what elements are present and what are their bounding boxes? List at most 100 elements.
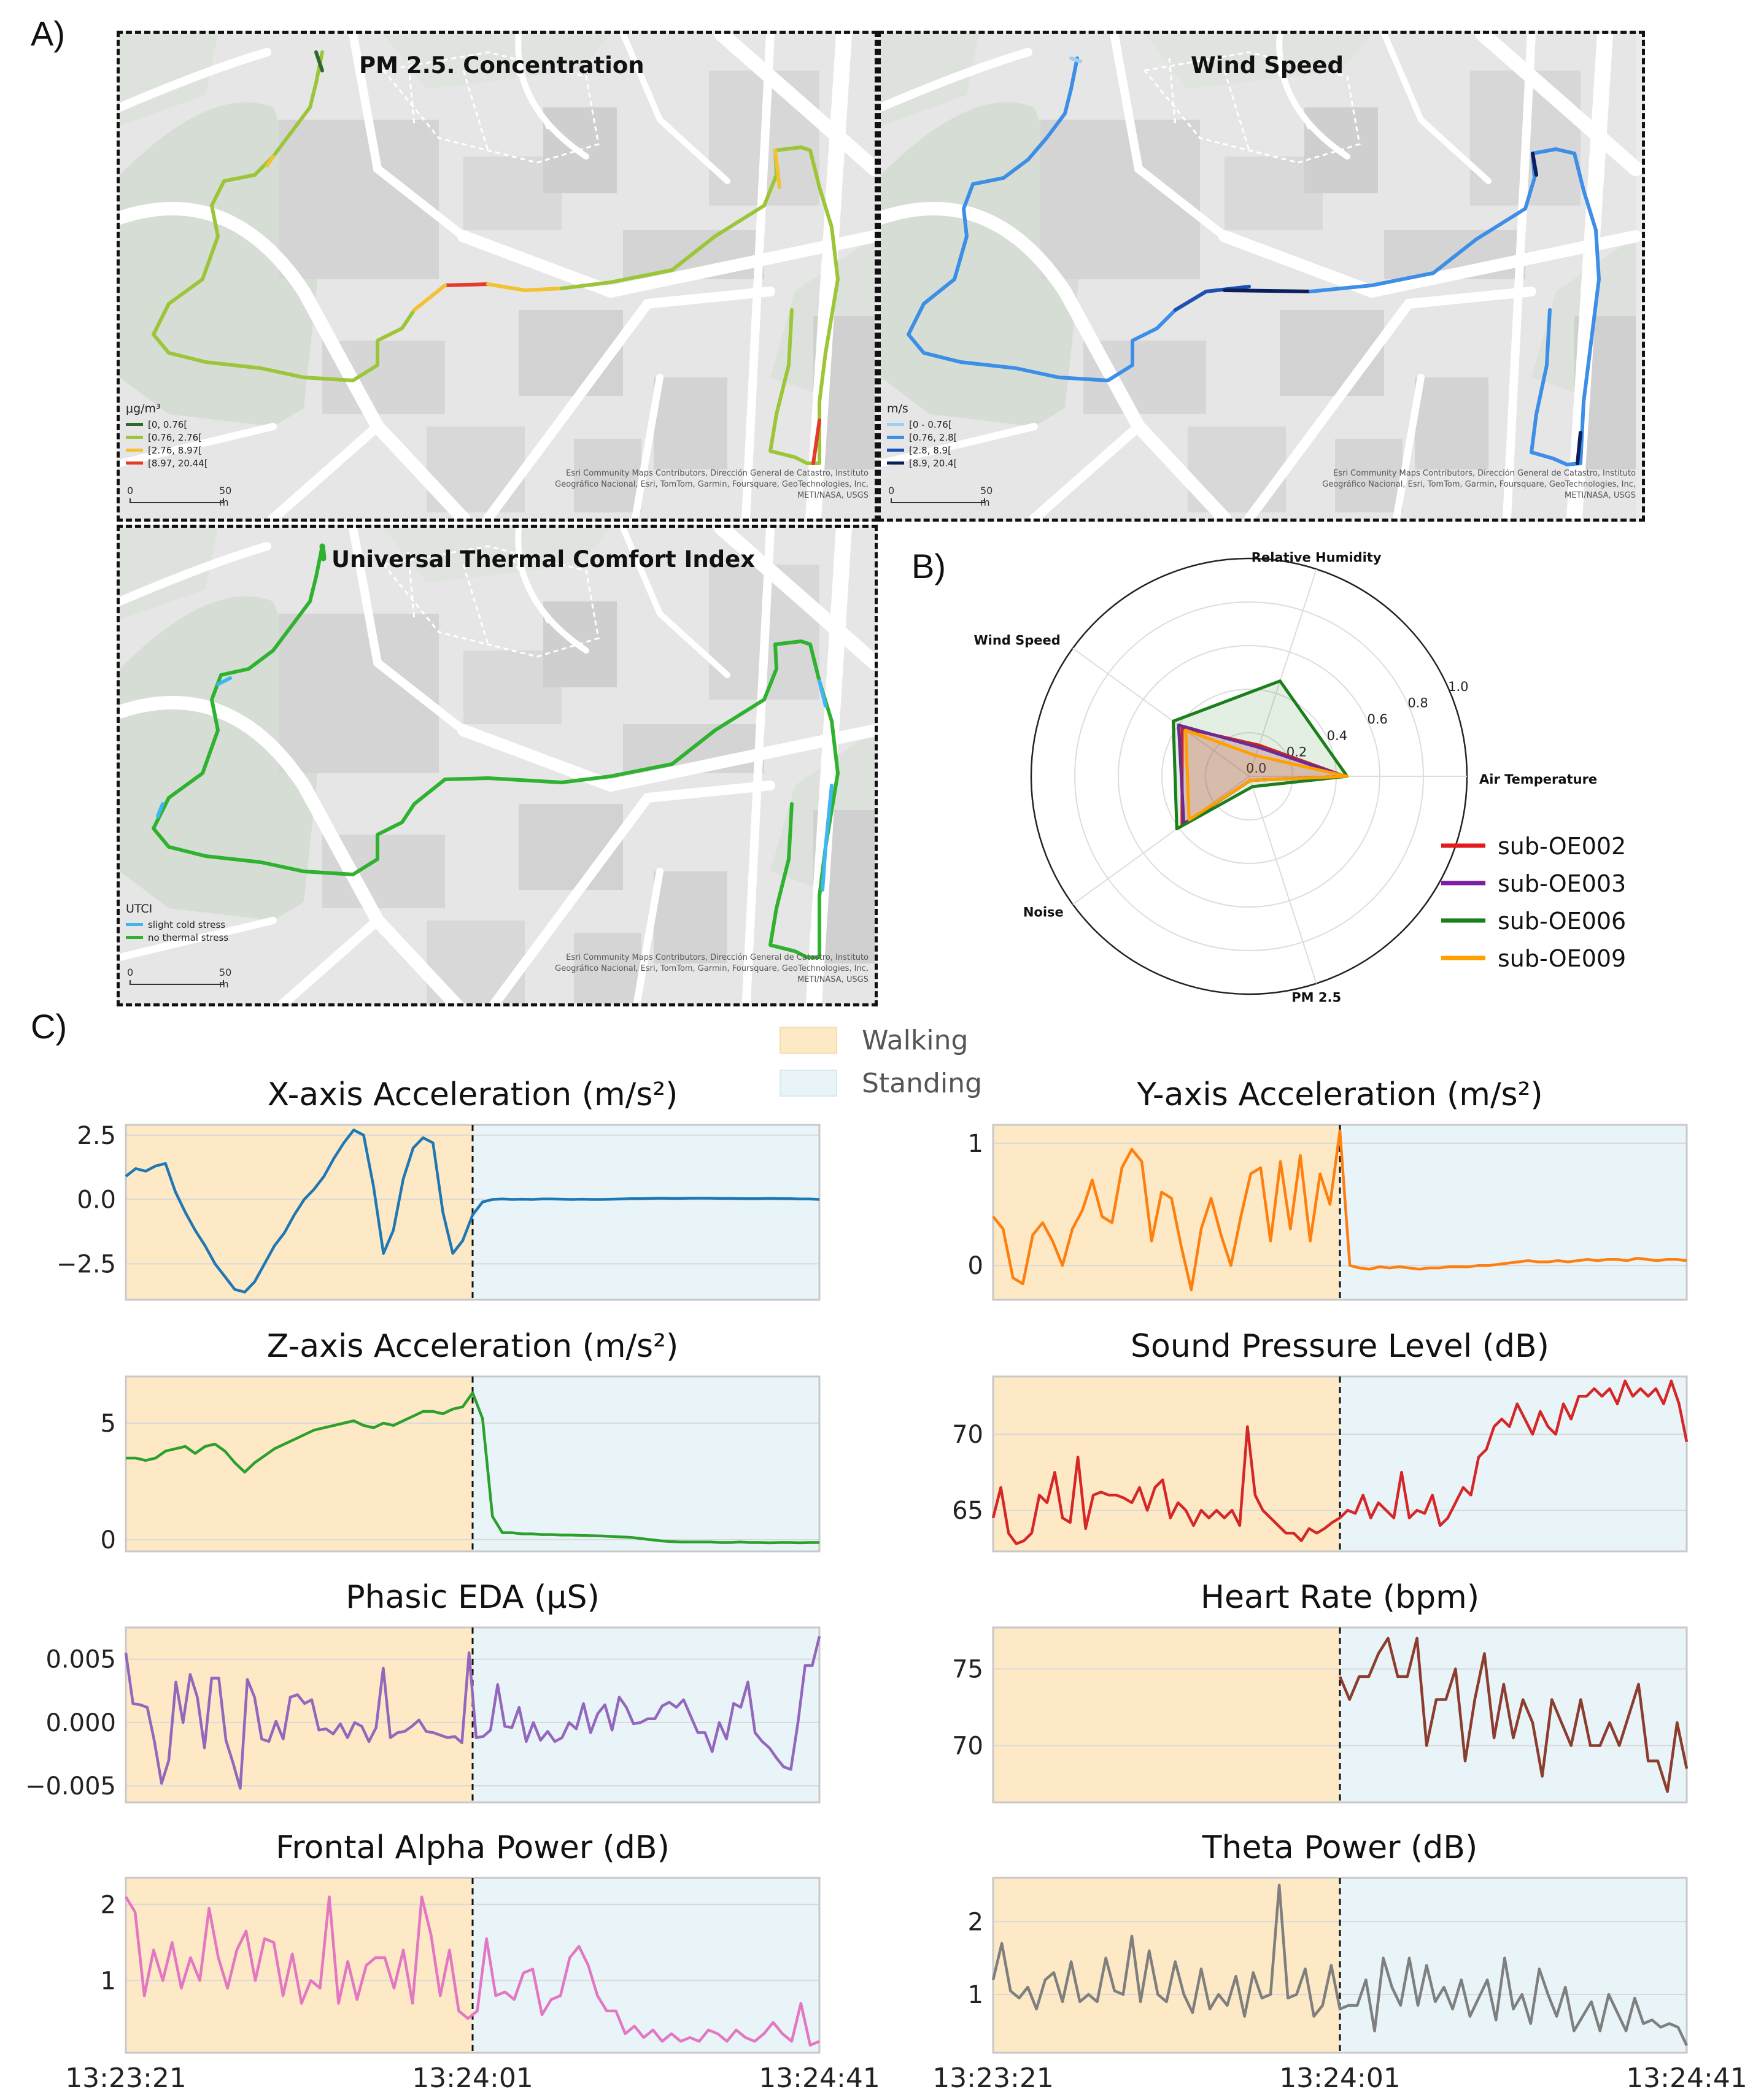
chart-title: Frontal Alpha Power (dB) bbox=[276, 1829, 670, 1866]
standing-region bbox=[473, 1125, 819, 1300]
y-tick-label: 0 bbox=[101, 1526, 116, 1554]
map-wind-legend-item: [8.9, 20.4[ bbox=[887, 457, 958, 469]
walking-region bbox=[993, 1376, 1340, 1551]
standing-region bbox=[473, 1627, 819, 1802]
walking-region bbox=[126, 1125, 473, 1300]
radar-legend-label: sub-OE006 bbox=[1498, 908, 1626, 935]
legend-swatch bbox=[126, 449, 143, 452]
y-tick-label: 1 bbox=[968, 1981, 983, 2009]
y-tick-label: 75 bbox=[952, 1656, 983, 1684]
legend-swatch bbox=[887, 436, 904, 439]
x-tick-label: 13:24:01 bbox=[1279, 2063, 1401, 2094]
wind-track-seg-light bbox=[1069, 56, 1082, 63]
pm25-track-seg-yellow1 bbox=[265, 155, 275, 168]
map-pm25-legend-item: [2.76, 8.97[ bbox=[126, 444, 208, 457]
chart-xacc: 2.5 0.0 −2.5 X-axis Acceleration (m/s²) bbox=[56, 1076, 821, 1301]
chart-spl: 70 65 Sound Pressure Level (dB) bbox=[952, 1328, 1689, 1553]
pm25-track-seg-yellow2 bbox=[412, 284, 447, 312]
map-utci-attribution: Esri Community Maps Contributors, Direcc… bbox=[476, 952, 869, 986]
legend-label: [2.8, 8.9[ bbox=[909, 444, 951, 456]
y-tick-label: 1 bbox=[101, 1967, 116, 1995]
map-wind-legend-item: [0 - 0.76[ bbox=[887, 418, 958, 431]
map-pm25-attribution: Esri Community Maps Contributors, Direcc… bbox=[476, 468, 869, 501]
x-tick-label: 13:24:41 bbox=[759, 2063, 880, 2094]
series-line-alpha bbox=[125, 1895, 820, 2047]
panel-label-c: C) bbox=[31, 1007, 68, 1046]
walking-region bbox=[126, 1376, 473, 1551]
x-tick-label: 13:24:01 bbox=[412, 2063, 533, 2094]
utci-track-seg-cold3 bbox=[818, 679, 827, 708]
standing-swatch bbox=[780, 1070, 837, 1097]
map-wind-legend: m/s [0 - 0.76[ [0.76, 2.8[ [2.8, 8.9[ [8… bbox=[887, 402, 958, 469]
legend-label: [0, 0.76[ bbox=[148, 419, 188, 430]
radar-r-tick-label: 0.4 bbox=[1327, 728, 1347, 743]
attribution-line: Geográfico Nacional, Esri, TomTom, Garmi… bbox=[1322, 480, 1636, 489]
legend-label: [2.76, 8.97[ bbox=[148, 444, 203, 456]
legend-swatch bbox=[126, 436, 143, 439]
attribution-line: METI/NASA, USGS bbox=[1565, 491, 1636, 500]
wind-track-main bbox=[907, 56, 1177, 382]
legend-swatch bbox=[126, 461, 143, 465]
radar-r-tick-label: 0.8 bbox=[1407, 696, 1428, 711]
walking-region bbox=[993, 1878, 1340, 2053]
walking-label: Walking bbox=[862, 1024, 969, 1056]
y-tick-label: 70 bbox=[952, 1421, 983, 1449]
series-line-spl bbox=[991, 1380, 1689, 1545]
radar-axis-label: Relative Humidity bbox=[1252, 550, 1382, 565]
chart-alpha: 2 1 Frontal Alpha Power (dB) 13:23:21 13:24:… bbox=[65, 1829, 880, 2094]
legend-label: [8.9, 20.4[ bbox=[909, 457, 958, 469]
map-pm25-title: PM 2.5. Concentration bbox=[359, 52, 644, 79]
map-wind-base bbox=[881, 34, 1642, 519]
pm25-track-seg-dark bbox=[314, 50, 324, 72]
legend-swatch bbox=[887, 423, 904, 426]
map-wind-legend-item: [0.76, 2.8[ bbox=[887, 431, 958, 444]
scale-zero: 0 bbox=[888, 485, 895, 496]
pm25-track-seg-red2 bbox=[811, 419, 821, 465]
chart-zacc: 5 0 Z-axis Acceleration (m/s²) bbox=[101, 1328, 821, 1554]
pm25-track-seg-yellow4 bbox=[773, 149, 781, 189]
y-tick-label: 2 bbox=[968, 1908, 983, 1936]
x-tick-label: 13:23:21 bbox=[932, 2063, 1054, 2094]
walking-region bbox=[126, 1627, 473, 1802]
legend-swatch bbox=[887, 461, 904, 465]
chart-theta: 2 1 Theta Power (dB) 13:23:21 13:24:01 13:24:… bbox=[932, 1829, 1747, 2094]
utci-track-start bbox=[319, 543, 327, 562]
wind-track-seg-dark3 bbox=[1576, 431, 1582, 465]
map-utci-title: Universal Thermal Comfort Index bbox=[331, 546, 756, 573]
radar-axis-label: Noise bbox=[1023, 905, 1064, 920]
y-tick-label: 1 bbox=[968, 1130, 983, 1158]
utci-track-main bbox=[152, 544, 840, 959]
series-line-eda bbox=[124, 1635, 821, 1790]
legend-walking: Walking bbox=[780, 1019, 982, 1062]
pm25-track-east bbox=[560, 145, 840, 465]
legend-label: [0 - 0.76[ bbox=[909, 419, 952, 430]
series-line-hr bbox=[1338, 1637, 1689, 1793]
wind-track-seg-dark2 bbox=[1531, 152, 1538, 177]
chart-title: Phasic EDA (μS) bbox=[346, 1579, 600, 1616]
map-wind-legend-item: [2.8, 8.9[ bbox=[887, 444, 958, 457]
attribution-line: Geográfico Nacional, Esri, TomTom, Garmi… bbox=[555, 964, 869, 973]
map-pm25-legend-item: [0.76, 2.76[ bbox=[126, 431, 208, 444]
legend-swatch bbox=[887, 449, 904, 452]
y-tick-label: 0.000 bbox=[45, 1709, 116, 1737]
radar-legend-label: sub-OE009 bbox=[1498, 945, 1626, 972]
map-utci-legend-item: slight cold stress bbox=[126, 918, 228, 931]
standing-label: Standing bbox=[862, 1067, 983, 1099]
legend-label: [0.76, 2.8[ bbox=[909, 431, 958, 443]
radar-r-tick-label: 1.0 bbox=[1448, 679, 1468, 694]
y-tick-label: 2.5 bbox=[77, 1122, 116, 1150]
map-pm25: PM 2.5. Concentration μg/m³ [0, 0.76[ [0… bbox=[117, 31, 878, 522]
attribution-line: Esri Community Maps Contributors, Direcc… bbox=[566, 953, 869, 962]
wind-track-east bbox=[1309, 147, 1601, 466]
radar-axis-label: Wind Speed bbox=[973, 633, 1060, 647]
map-wind-legend-title: m/s bbox=[887, 402, 908, 415]
radar-spoke bbox=[1248, 569, 1317, 777]
radar-r-tick-label: 0.6 bbox=[1367, 712, 1387, 727]
map-utci-legend-item: no thermal stress bbox=[126, 931, 228, 944]
x-tick-label: 13:24:41 bbox=[1626, 2063, 1747, 2094]
radar-series-sub-OE006 bbox=[1172, 679, 1349, 831]
radar-legend-label: sub-OE003 bbox=[1498, 870, 1626, 897]
map-pm25-legend-item: [0, 0.76[ bbox=[126, 418, 208, 431]
legend-swatch bbox=[126, 923, 143, 926]
map-pm25-legend-title: μg/m³ bbox=[126, 402, 161, 415]
